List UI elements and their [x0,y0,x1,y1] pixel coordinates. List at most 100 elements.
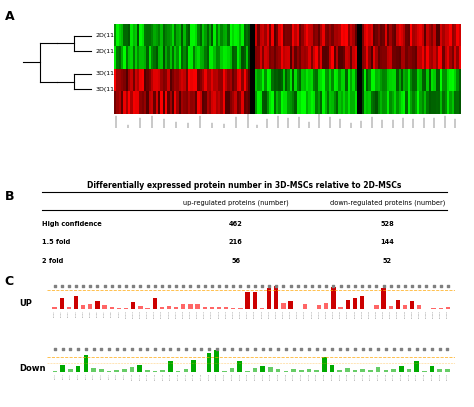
Point [105,346,113,352]
Point [51,346,59,352]
Point [344,282,352,289]
Point [423,282,430,289]
Bar [338,307,343,309]
Bar [389,306,393,309]
Text: prot29: prot29 [277,373,279,380]
Text: gene21: gene21 [204,310,205,318]
Text: prot33: prot33 [308,373,310,380]
Point [90,346,97,352]
Point [115,282,123,289]
Bar [138,306,143,309]
Bar [76,366,81,372]
Point [59,346,66,352]
Text: gene39: gene39 [333,310,334,318]
Text: gene52: gene52 [426,310,427,318]
Point [387,282,394,289]
Point [290,346,297,352]
Text: prot45: prot45 [401,373,402,380]
Text: gene3: gene3 [75,310,76,317]
Bar [130,367,134,372]
Text: prot2: prot2 [70,373,71,379]
Text: B: B [5,190,14,204]
Text: gene14: gene14 [154,310,155,318]
Point [315,282,323,289]
Point [174,346,182,352]
Text: prot44: prot44 [393,373,394,380]
Text: gene8: gene8 [111,310,112,317]
Text: 462: 462 [229,221,243,227]
Text: prot17: prot17 [185,373,186,380]
Bar [438,369,442,372]
Point [201,282,209,289]
Text: A: A [5,10,14,23]
Text: prot11: prot11 [139,373,140,380]
Text: prot6: prot6 [100,373,102,379]
Text: prot12: prot12 [147,373,148,380]
Point [267,346,274,352]
Bar [238,308,243,309]
Bar [222,371,227,372]
Text: prot47: prot47 [416,373,417,380]
Bar [317,305,321,309]
Bar [283,371,288,372]
Bar [176,371,181,372]
Bar [391,369,396,372]
Text: gene26: gene26 [240,310,241,318]
Text: prot32: prot32 [301,373,302,380]
Text: 216: 216 [229,239,243,245]
Text: prot51: prot51 [447,373,448,380]
Bar [299,370,303,372]
Text: prot22: prot22 [224,373,225,380]
Point [436,346,444,352]
Text: gene31: gene31 [276,310,277,318]
Point [373,282,380,289]
Point [229,282,237,289]
Point [359,346,366,352]
Bar [131,302,136,309]
Text: gene1: gene1 [61,310,62,317]
Text: Down: Down [19,364,46,373]
Bar [403,305,407,309]
Bar [224,306,228,309]
Point [358,282,366,289]
Text: gene20: gene20 [197,310,198,318]
Bar [438,308,443,309]
Point [322,282,330,289]
Bar [181,304,185,309]
Text: gene4: gene4 [82,310,83,317]
Text: prot50: prot50 [439,373,440,380]
Text: 3D(117): 3D(117) [95,71,121,76]
Text: gene30: gene30 [269,310,270,318]
Bar [102,305,107,309]
Text: prot43: prot43 [385,373,386,380]
Text: gene22: gene22 [211,310,212,318]
Text: prot24: prot24 [239,373,240,380]
Bar [191,360,196,372]
Bar [246,292,250,309]
Point [430,282,438,289]
Text: prot35: prot35 [324,373,325,380]
Text: 528: 528 [381,221,394,227]
Point [237,282,244,289]
Bar [431,308,436,309]
Text: prot31: prot31 [293,373,294,380]
Bar [137,365,142,372]
Bar [399,366,403,372]
Text: prot10: prot10 [131,373,133,380]
Text: gene2: gene2 [68,310,69,317]
Bar [407,370,411,372]
Bar [446,307,450,309]
Bar [99,369,103,372]
Bar [268,367,273,372]
Point [137,282,144,289]
Bar [281,302,285,309]
Bar [160,307,164,309]
Point [337,282,345,289]
Text: UP: UP [19,299,32,308]
Text: gene42: gene42 [355,310,356,318]
Bar [91,368,96,372]
Bar [145,370,150,372]
Text: prot23: prot23 [231,373,233,380]
Point [79,282,87,289]
Bar [429,366,434,372]
